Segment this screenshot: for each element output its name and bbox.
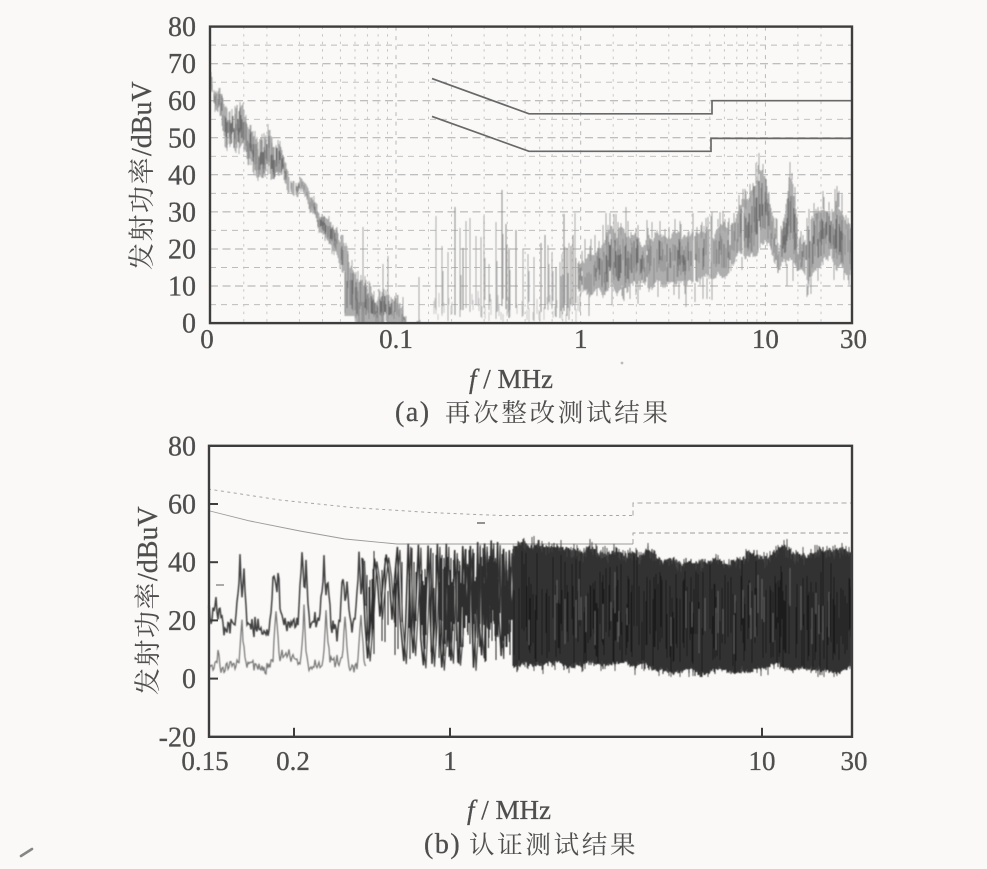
svg-text:10: 10 bbox=[752, 324, 779, 354]
svg-text:20: 20 bbox=[168, 235, 196, 266]
svg-text:70: 70 bbox=[168, 49, 196, 80]
svg-text:0.2: 0.2 bbox=[276, 746, 310, 776]
svg-text:30: 30 bbox=[168, 197, 196, 228]
svg-text:40: 40 bbox=[168, 160, 196, 191]
svg-text:20: 20 bbox=[168, 606, 196, 637]
svg-text:0.15: 0.15 bbox=[181, 746, 228, 776]
svg-text:30: 30 bbox=[841, 746, 868, 776]
svg-text:80: 80 bbox=[168, 12, 196, 43]
svg-text:1: 1 bbox=[443, 746, 457, 776]
svg-text:60: 60 bbox=[168, 86, 196, 117]
svg-text:-20: -20 bbox=[159, 722, 196, 753]
svg-text:30: 30 bbox=[840, 324, 867, 354]
svg-text:0: 0 bbox=[182, 309, 196, 340]
svg-text:80: 80 bbox=[168, 431, 196, 462]
svg-text:f / MHz: f / MHz bbox=[467, 795, 551, 825]
svg-text:10: 10 bbox=[168, 272, 196, 303]
svg-text:(a): (a) bbox=[395, 397, 431, 428]
svg-text:f / MHz: f / MHz bbox=[469, 364, 553, 394]
svg-text:50: 50 bbox=[168, 123, 196, 154]
svg-text:/dBuV: /dBuV bbox=[127, 81, 158, 156]
svg-text:1: 1 bbox=[574, 324, 588, 354]
svg-text:/dBuV: /dBuV bbox=[133, 506, 164, 581]
svg-text:0.1: 0.1 bbox=[379, 324, 413, 354]
svg-text:10: 10 bbox=[749, 746, 776, 776]
svg-text:0: 0 bbox=[182, 664, 196, 695]
svg-text:0: 0 bbox=[200, 324, 214, 354]
svg-text:40: 40 bbox=[168, 548, 196, 579]
svg-text:60: 60 bbox=[168, 490, 196, 521]
svg-text:(b): (b) bbox=[424, 829, 461, 860]
